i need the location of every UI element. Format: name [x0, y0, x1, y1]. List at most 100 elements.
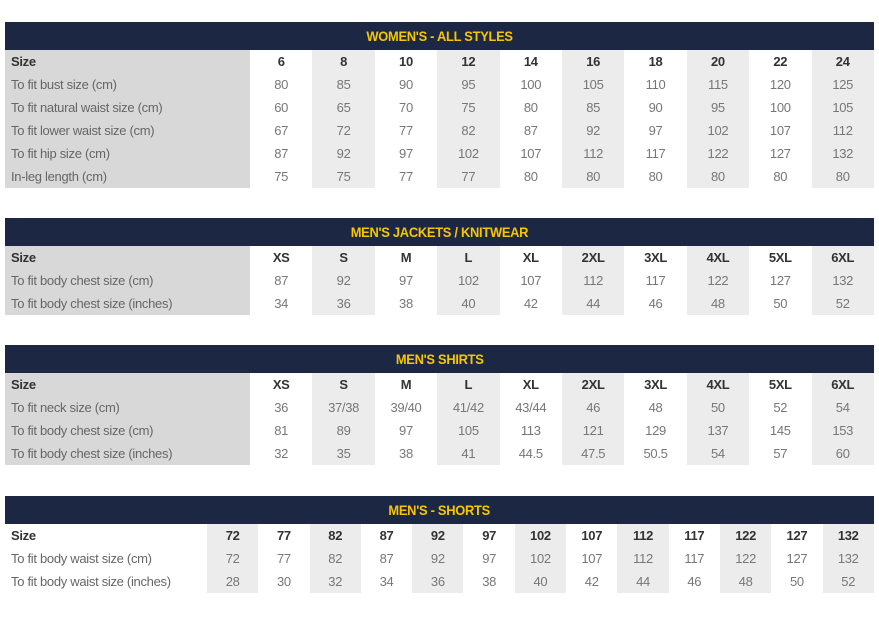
size-header-cell: 127: [786, 528, 808, 543]
size-header-cell: S: [312, 373, 375, 396]
table-cell: 28: [207, 570, 259, 593]
table-cell: 42: [584, 574, 599, 589]
row-label: To fit body waist size (cm): [11, 551, 152, 566]
table-cell: 87: [379, 551, 394, 566]
table-title: MEN'S - SHORTS: [388, 502, 491, 518]
table-row: To fit lower waist size (cm) 67 72 77 82 87 92…: [5, 119, 874, 142]
size-header-cell: 2XL: [561, 246, 625, 269]
table-cell: 50: [789, 574, 804, 589]
table-cell: 32: [309, 570, 361, 593]
table-title-bar: WOMEN'S - ALL STYLES: [5, 22, 874, 50]
table-cell: 44: [617, 570, 669, 593]
table-cell: 57: [773, 446, 788, 461]
size-header-cell: 22: [773, 54, 788, 69]
mens-jackets-knitwear-table: MEN'S JACKETS / KNITWEAR Size XS S M L XL 2XL 3X…: [5, 218, 874, 315]
table-cell: 129: [645, 423, 666, 438]
table-cell: 50: [773, 296, 788, 311]
table-cell: 107: [520, 146, 542, 161]
mens-shirts-table: MEN'S SHIRTS Size XS S M L XL 2XL 3XL 4XL 5XL 6XL To…: [5, 345, 874, 465]
table-cell: 97: [399, 423, 413, 438]
table-cell: 39/40: [390, 400, 422, 415]
table-cell: 87: [274, 273, 289, 288]
size-header-cell: 4XL: [686, 246, 750, 269]
table-cell: 77: [399, 169, 413, 184]
table-cell: 115: [686, 73, 750, 96]
table-cell: 122: [686, 142, 750, 165]
table-cell: 42: [523, 296, 538, 311]
table-cell: 127: [786, 551, 808, 566]
table-cell: 105: [437, 419, 500, 442]
table-cell: 65: [312, 96, 375, 119]
table-cell: 80: [686, 165, 750, 188]
mens-shorts-table: MEN'S - SHORTS Size 72 77 82 87 92 97 102 107 112 1…: [5, 496, 874, 593]
size-header-cell: 5XL: [768, 250, 792, 265]
table-cell: 92: [561, 119, 625, 142]
row-label: To fit natural waist size (cm): [5, 96, 250, 119]
table-cell: 117: [684, 551, 705, 566]
table-cell: 80: [523, 169, 538, 184]
table-cell: 127: [769, 273, 791, 288]
table-cell: 107: [520, 273, 542, 288]
size-header-cell: 82: [309, 524, 361, 547]
size-header-cell: 97: [482, 528, 497, 543]
table-cell: 40: [437, 292, 500, 315]
table-cell: 112: [561, 142, 625, 165]
table-cell: 153: [811, 419, 874, 442]
table-cell: 102: [686, 119, 750, 142]
size-header-row: Size 6 8 10 12 14 16 18 20 22 24: [5, 50, 874, 73]
table-cell: 100: [769, 100, 791, 115]
size-header-cell: 4XL: [686, 373, 750, 396]
table-row: To fit body waist size (inches) 28 30 32 34 3…: [5, 570, 874, 593]
table-cell: 113: [520, 423, 541, 438]
table-title: MEN'S SHIRTS: [395, 351, 484, 367]
table-cell: 44: [561, 292, 625, 315]
table-cell: 97: [399, 273, 413, 288]
table-row: To fit body chest size (cm) 87 92 97 102 107 1…: [5, 269, 874, 292]
size-header-cell: 12: [437, 50, 500, 73]
size-header-cell: L: [437, 373, 500, 396]
table-cell: 81: [274, 423, 289, 438]
table-cell: 87: [523, 123, 538, 138]
table-cell: 37/38: [312, 396, 375, 419]
size-header-cell: 10: [399, 54, 413, 69]
table-cell: 127: [769, 146, 791, 161]
row-label: To fit body waist size (inches): [11, 574, 171, 589]
size-header-cell: L: [437, 246, 500, 269]
table-cell: 80: [648, 169, 663, 184]
table-cell: 38: [399, 296, 413, 311]
table-cell: 36: [412, 570, 464, 593]
size-header-cell: 2XL: [561, 373, 625, 396]
table-cell: 145: [769, 423, 791, 438]
table-cell: 70: [399, 100, 413, 115]
size-header-cell: 122: [719, 524, 772, 547]
size-header-cell: 72: [207, 524, 259, 547]
table-cell: 97: [399, 146, 413, 161]
table-cell: 80: [523, 100, 538, 115]
table-row: To fit neck size (cm) 36 37/38 39/40 41/42 43…: [5, 396, 874, 419]
size-header-cell: 132: [822, 524, 874, 547]
table-cell: 80: [811, 165, 874, 188]
table-cell: 122: [719, 547, 772, 570]
table-cell: 34: [274, 296, 289, 311]
table-row: To fit body chest size (cm) 81 89 97 105 113 1…: [5, 419, 874, 442]
table-cell: 50.5: [643, 446, 668, 461]
table-row: To fit hip size (cm) 87 92 97 102 107 112 117 12…: [5, 142, 874, 165]
table-cell: 95: [437, 73, 500, 96]
size-header-label: Size: [5, 50, 250, 73]
size-header-cell: 14: [523, 54, 538, 69]
table-title-bar: MEN'S SHIRTS: [5, 345, 874, 373]
row-label: To fit body chest size (inches): [5, 442, 250, 465]
table-cell: 89: [312, 419, 375, 442]
table-cell: 80: [274, 77, 289, 92]
womens-all-styles-table: WOMEN'S - ALL STYLES Size 6 8 10 12 14 16 18 20 22…: [5, 22, 874, 188]
table-cell: 36: [312, 292, 375, 315]
size-header-cell: XL: [522, 250, 539, 265]
table-cell: 112: [561, 269, 625, 292]
row-label: To fit hip size (cm): [5, 142, 250, 165]
size-header-row: Size XS S M L XL 2XL 3XL 4XL 5XL 6XL: [5, 246, 874, 269]
table-row: To fit body chest size (inches) 32 35 38 41 4…: [5, 442, 874, 465]
size-header-row: Size XS S M L XL 2XL 3XL 4XL 5XL 6XL: [5, 373, 874, 396]
table-cell: 77: [399, 123, 413, 138]
table-row: In-leg length (cm) 75 75 77 77 80 80 80 80 80 80: [5, 165, 874, 188]
table-cell: 46: [648, 296, 663, 311]
